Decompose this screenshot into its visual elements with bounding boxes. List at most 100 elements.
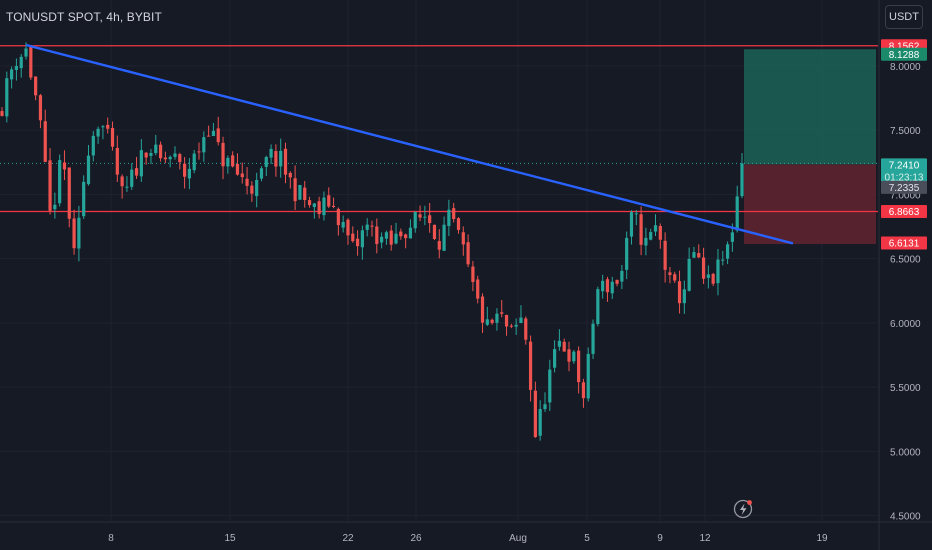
lightning-icon[interactable] xyxy=(733,499,753,519)
candle xyxy=(399,228,403,240)
candle-body xyxy=(509,325,513,327)
candle-body xyxy=(596,289,600,325)
candle-body xyxy=(605,279,610,293)
candle-body xyxy=(58,160,62,204)
candle xyxy=(615,279,619,287)
candle-body xyxy=(519,317,523,323)
candle xyxy=(134,156,139,179)
candle xyxy=(480,293,485,333)
candle xyxy=(331,197,336,209)
candle-body xyxy=(173,153,177,157)
candle xyxy=(202,131,206,162)
candle-body xyxy=(34,76,38,96)
candle xyxy=(476,275,480,304)
candle-body xyxy=(115,147,119,175)
symbol-title[interactable]: TONUSDT SPOT, 4h, BYBIT xyxy=(6,10,162,24)
candle-body xyxy=(134,168,139,176)
candle xyxy=(404,233,408,249)
candle xyxy=(380,232,384,249)
candle xyxy=(351,226,355,243)
candle-body xyxy=(221,142,225,167)
candle xyxy=(504,314,509,336)
lightning-icon-ring xyxy=(733,499,753,519)
price-tick-label: 7.0000 xyxy=(890,190,921,201)
candle xyxy=(125,176,129,193)
candle-body xyxy=(461,232,465,245)
candle-body xyxy=(216,128,220,143)
time-tick-label: Aug xyxy=(509,533,527,544)
candle xyxy=(34,76,38,101)
price-tick-label: 6.0000 xyxy=(890,319,921,330)
candle xyxy=(182,157,187,189)
candle-body xyxy=(567,349,571,362)
candle-body xyxy=(577,350,581,383)
candle-body xyxy=(336,208,340,226)
candle xyxy=(62,150,67,181)
candle-body xyxy=(711,273,715,284)
candle-body xyxy=(668,272,672,275)
candle xyxy=(653,214,658,236)
time-tick-label: 12 xyxy=(699,533,711,544)
candle xyxy=(187,158,192,190)
candle-body xyxy=(279,150,283,167)
candle-body xyxy=(730,232,734,242)
trendline-layer[interactable] xyxy=(25,44,794,245)
position-zones xyxy=(0,49,878,245)
horizontal-lines[interactable] xyxy=(0,45,878,213)
candle xyxy=(130,163,134,190)
candle-body xyxy=(312,203,316,208)
price-tick-label: 5.5000 xyxy=(890,383,921,394)
candle xyxy=(519,305,523,324)
candle xyxy=(500,299,504,318)
price-tick-label: 4.5000 xyxy=(890,512,921,523)
candle-body xyxy=(283,148,288,175)
candle-body xyxy=(452,208,456,219)
currency-button[interactable]: USDT xyxy=(885,5,923,29)
price-tag-resistance-text: 8.1562 xyxy=(889,41,920,52)
candle xyxy=(721,250,725,266)
candle-body xyxy=(639,214,643,245)
candle xyxy=(274,144,278,177)
candle-body xyxy=(625,237,629,270)
candle xyxy=(725,241,730,265)
candle xyxy=(231,151,235,168)
candle xyxy=(625,231,629,280)
price-tick-label: 6.5000 xyxy=(890,255,921,266)
candle xyxy=(461,226,465,256)
candle-body xyxy=(658,226,662,240)
candle xyxy=(360,225,364,260)
candle xyxy=(538,400,542,441)
price-tag-target[interactable]: 8.1288 xyxy=(881,47,927,61)
candle-body xyxy=(701,257,706,279)
candle-body xyxy=(697,253,701,258)
candle xyxy=(384,230,389,245)
price-tag-support[interactable]: 6.8663 xyxy=(881,205,927,219)
candle xyxy=(586,347,590,402)
candle-body xyxy=(586,353,590,399)
candle-body xyxy=(211,130,216,137)
candle-body xyxy=(110,127,115,147)
candle xyxy=(591,319,595,360)
price-tag-stop[interactable]: 6.6131 xyxy=(881,236,927,250)
price-tag-entry[interactable]: 7.2335 xyxy=(881,180,927,194)
candle-body xyxy=(466,242,470,265)
price-tag-target-text: 8.1288 xyxy=(889,50,920,61)
candle-body xyxy=(514,324,518,327)
candle-body xyxy=(255,179,259,197)
candle-body xyxy=(125,186,129,188)
trendline[interactable] xyxy=(25,44,794,245)
candle xyxy=(370,220,374,237)
price-tag-entry-text: 7.2335 xyxy=(889,183,920,194)
candle-body xyxy=(14,66,19,71)
candle-body xyxy=(504,315,509,327)
candle-body xyxy=(423,216,427,218)
candle-body xyxy=(168,156,172,160)
candle-body xyxy=(38,95,43,121)
time-axis[interactable]: 8 15 22 26 Aug 5 9 12 19 xyxy=(0,521,932,544)
candle xyxy=(312,202,316,219)
candle xyxy=(259,166,264,182)
candle xyxy=(245,167,249,195)
price-axis[interactable]: 8.0000 7.5000 7.0000 6.5000 6.0000 5.5000 5.00… xyxy=(878,0,927,550)
